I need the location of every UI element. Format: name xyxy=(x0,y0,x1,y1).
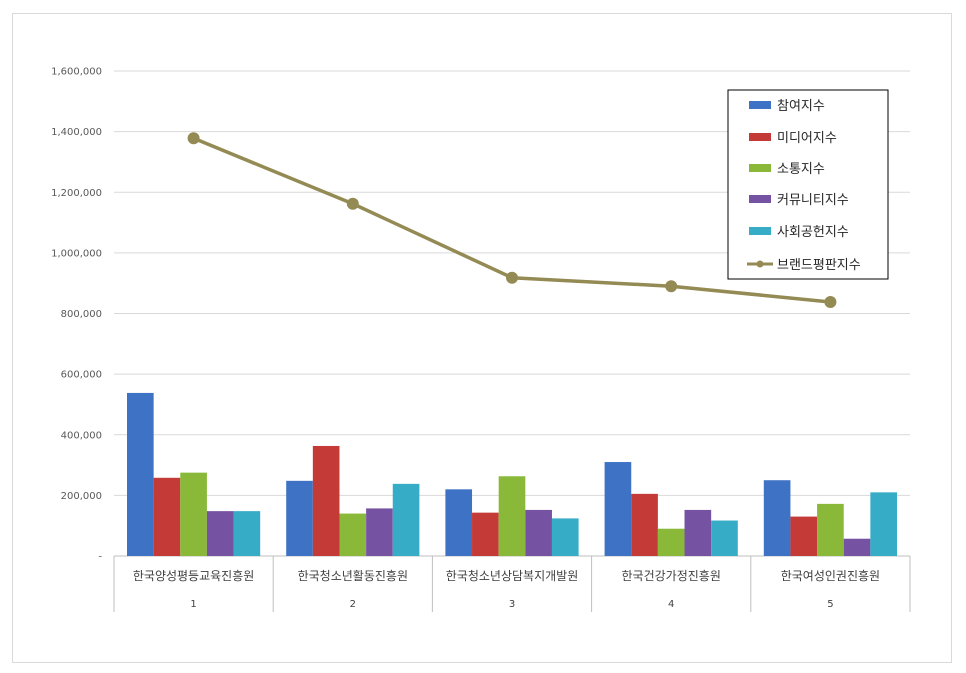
legend-swatch xyxy=(749,227,771,235)
y-tick-label: 200,000 xyxy=(61,491,102,502)
bar xyxy=(498,476,526,556)
legend-label: 참여지수 xyxy=(777,99,825,114)
bar xyxy=(684,509,712,556)
legend-label: 사회공헌지수 xyxy=(777,225,849,240)
legend-box xyxy=(727,89,889,280)
bar xyxy=(180,472,207,556)
legend-line-marker xyxy=(756,260,764,268)
bar xyxy=(551,518,579,556)
bar xyxy=(339,513,367,556)
bar xyxy=(657,528,685,556)
bar xyxy=(366,508,393,556)
legend-label: 미디어지수 xyxy=(777,131,837,146)
bar xyxy=(604,462,632,556)
rank-label: 3 xyxy=(509,599,515,610)
bar xyxy=(445,489,473,556)
rank-label: 5 xyxy=(827,599,833,610)
y-tick-label: 1,400,000 xyxy=(51,127,102,138)
y-tick-label: 800,000 xyxy=(61,309,102,320)
bar xyxy=(790,516,818,556)
y-tick-label: 400,000 xyxy=(61,430,102,441)
line-point xyxy=(665,280,678,293)
bar xyxy=(392,483,420,556)
legend-swatch xyxy=(749,164,771,172)
bar xyxy=(233,511,261,556)
bar xyxy=(472,512,499,556)
y-tick-label: 600,000 xyxy=(61,370,102,381)
bar xyxy=(525,509,552,556)
line-point xyxy=(346,197,359,210)
line-point xyxy=(824,295,837,308)
legend-label: 커뮤니티지수 xyxy=(777,193,849,208)
line-point xyxy=(506,271,518,284)
y-tick-label: 1,200,000 xyxy=(51,188,102,199)
category-label: 한국여성인권진흥원 xyxy=(781,569,880,583)
bar xyxy=(206,511,234,556)
bar xyxy=(711,520,738,556)
bar xyxy=(127,392,154,556)
bar xyxy=(286,480,313,556)
legend-label: 브랜드평판지수 xyxy=(777,258,861,273)
category-label: 한국청소년상담복지개발원 xyxy=(446,569,578,583)
rank-label: 4 xyxy=(668,599,674,610)
bar xyxy=(817,503,844,556)
rank-label: 2 xyxy=(350,599,356,610)
bar xyxy=(843,538,871,556)
bar xyxy=(763,480,791,556)
category-label: 한국건강가정진흥원 xyxy=(622,569,721,583)
legend-swatch xyxy=(749,133,771,141)
bar xyxy=(870,492,897,556)
rank-label: 1 xyxy=(190,599,196,610)
y-tick-label: 1,600,000 xyxy=(51,67,102,78)
y-tick-label: 1,000,000 xyxy=(51,248,102,259)
legend-swatch xyxy=(749,101,771,109)
legend-swatch xyxy=(749,195,771,203)
bar xyxy=(312,445,340,556)
y-tick-label: - xyxy=(98,552,102,563)
legend-label: 소통지수 xyxy=(777,162,825,177)
category-label: 한국청소년활동진흥원 xyxy=(298,569,408,583)
bar xyxy=(631,493,658,556)
bar xyxy=(153,477,181,556)
line-point xyxy=(187,132,200,145)
category-label: 한국양성평등교육진흥원 xyxy=(133,569,254,583)
